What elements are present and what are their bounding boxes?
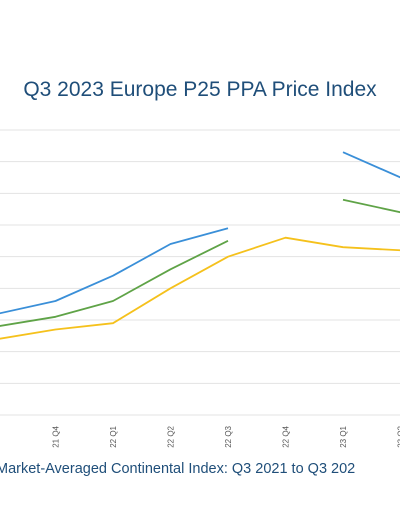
x-tick-label: 23 Q1 <box>339 425 348 447</box>
x-tick-labels: 21 Q4 22 Q1 22 Q2 22 Q3 22 Q4 23 Q1 23 Q2 <box>52 425 400 447</box>
series-line-2 <box>342 198 400 214</box>
chart-title: Q3 2023 Europe P25 PPA Price Index <box>23 78 377 101</box>
series-line-1 <box>0 227 229 315</box>
series-line-2 <box>0 239 229 327</box>
x-tick-label: 22 Q3 <box>224 425 233 447</box>
chart-subtitle: Market-Averaged Continental Index: Q3 20… <box>0 461 356 477</box>
series-lines <box>0 151 400 340</box>
gridlines <box>0 129 400 416</box>
series-line-1 <box>342 151 400 179</box>
x-tick-label: 22 Q1 <box>109 425 118 447</box>
x-tick-label: 23 Q2 <box>397 425 400 447</box>
x-tick-label: 21 Q4 <box>52 425 61 447</box>
x-tick-label: 22 Q4 <box>282 425 291 447</box>
x-tick-label: 22 Q2 <box>167 425 176 447</box>
series-line-3 <box>0 236 400 340</box>
